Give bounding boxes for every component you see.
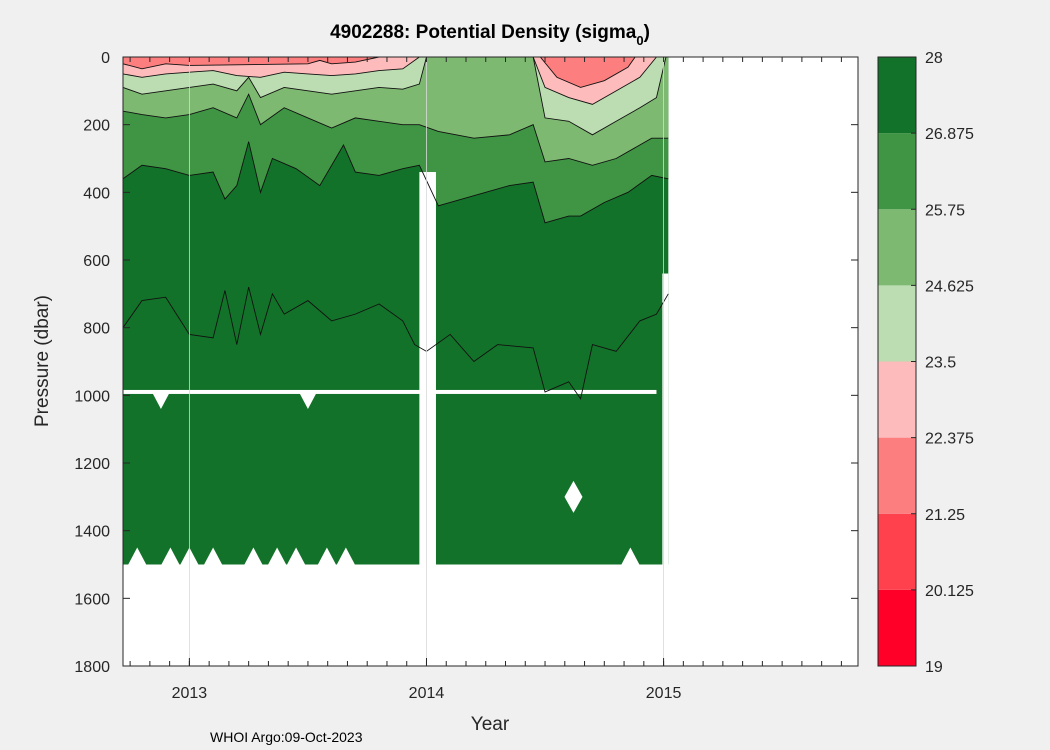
colorbar-band [878,133,916,210]
colorbar-band [878,209,916,286]
gap-notch-down [151,391,170,409]
gap-line [123,389,657,394]
y-tick-label: 600 [83,253,110,270]
gap-notch-down [298,391,317,409]
contour-line [122,93,669,166]
gap-notch-up [128,547,147,565]
colorbar-label: 22.375 [925,431,974,448]
gap-notch-up [336,547,355,565]
y-tick-label: 1400 [74,524,110,541]
gap-notch-up [268,547,287,565]
contour-layer [122,56,669,400]
contour-line [539,56,636,88]
y-tick-label: 400 [83,185,110,202]
colorbar-label: 25.75 [925,202,965,219]
x-axis-title: Year [471,714,510,735]
axes-layer: 0 200 400 600 800 1000 1200 1400 1600 1800 2013 201… [74,50,859,702]
y-tick-label: 1200 [74,456,110,473]
x-tick-label: 2013 [172,685,208,702]
chart-title: 4902288: Potential Density (sigma0) [330,22,650,48]
colorbar-label: 20.125 [925,583,974,600]
colorbar-band [878,437,916,514]
gap-column [419,172,436,667]
colorbar: 19 20.125 21.25 22.375 23.5 24.625 25.75 26.875… [877,50,974,676]
gap-notch-up [287,547,306,565]
gap-layer [123,172,669,667]
y-tick-label: 0 [101,50,110,67]
colorbar-label: 23.5 [925,355,956,372]
contour-line [122,286,669,400]
colorbar-label: 21.25 [925,507,965,524]
colorbar-label: 24.625 [925,278,974,295]
colorbar-label: 26.875 [925,126,974,143]
colorbar-band [878,589,916,666]
colorbar-band [878,285,916,362]
footer-text: WHOI Argo:09-Oct-2023 [210,729,363,745]
x-tick-label: 2015 [646,685,682,702]
gap-diamond [564,480,583,513]
contour-line [122,141,669,224]
gap-notch-up [204,547,223,565]
colorbar-label: 19 [925,659,943,676]
contour-line [122,56,380,70]
y-tick-label: 800 [83,321,110,338]
grid-layer [188,57,664,666]
plot-frame [122,56,859,667]
x-tick-label: 2014 [409,685,445,702]
y-axis-title: Pressure (dbar) [32,295,53,427]
title-suffix: ) [644,22,650,43]
colorbar-band [878,513,916,590]
y-tick-label: 1800 [74,659,110,676]
data-layer [123,57,669,565]
contour-line [122,56,667,136]
contour-line [532,56,657,105]
gap-notch-up [317,547,336,565]
contour-line [122,56,420,78]
colorbar-band [878,361,916,438]
y-tick-label: 200 [83,118,110,135]
density-band-lens-inner [540,57,636,88]
gap-notch-up [244,547,263,565]
gap-notch-up [161,547,180,565]
gap-notch-up [621,547,640,565]
y-tick-label: 1600 [74,591,110,608]
density-band-22-375 [123,57,380,69]
gap-edge-2015 [662,273,669,565]
title-subscript: 0 [636,33,643,48]
y-tick-label: 1000 [74,388,110,405]
colorbar-label: 28 [925,50,943,67]
colorbar-band [878,57,916,134]
